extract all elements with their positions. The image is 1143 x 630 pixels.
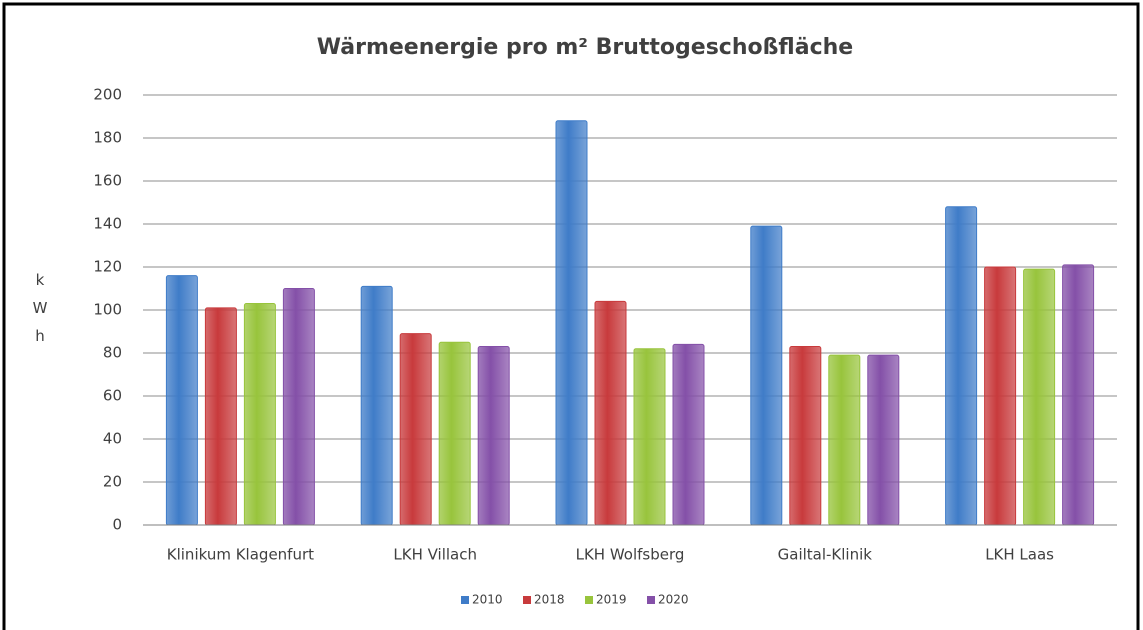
legend-label: 2019: [596, 593, 627, 607]
y-tick-label: 80: [103, 344, 122, 362]
y-tick-label: 40: [103, 430, 122, 448]
y-tick-label: 160: [93, 172, 122, 190]
legend-label: 2020: [658, 593, 689, 607]
y-tick-label: 100: [93, 301, 122, 319]
y-tick-label: 60: [103, 387, 122, 405]
bar: [477, 346, 510, 526]
bar: [672, 343, 705, 526]
bar: [282, 288, 315, 526]
legend-swatch: [585, 596, 593, 604]
bar: [867, 354, 900, 526]
bar: [204, 307, 237, 526]
y-tick-label: 120: [93, 258, 122, 276]
y-tick-label: 200: [93, 86, 122, 104]
legend-swatch: [647, 596, 655, 604]
y-tick-label: 0: [112, 516, 122, 534]
x-tick-label: LKH Villach: [393, 546, 477, 564]
y-tick-label: 180: [93, 129, 122, 147]
legend-label: 2010: [472, 593, 503, 607]
legend-label: 2018: [534, 593, 565, 607]
bar: [243, 303, 276, 526]
x-tick-label: Klinikum Klagenfurt: [167, 546, 314, 564]
bar: [789, 346, 822, 526]
bar: [633, 348, 666, 526]
x-tick-label: LKH Laas: [985, 546, 1054, 564]
bar: [1023, 268, 1056, 526]
legend-swatch: [461, 596, 469, 604]
bar: [1062, 264, 1095, 526]
bar: [945, 206, 978, 526]
bar: [828, 354, 861, 526]
bar: [594, 300, 627, 526]
y-tick-label: 140: [93, 215, 122, 233]
bar: [750, 225, 783, 526]
bar: [438, 341, 471, 526]
bar: [360, 285, 393, 526]
bar: [165, 275, 198, 526]
chart-title: Wärmeenergie pro m² Bruttogeschoßfläche: [317, 35, 853, 60]
bar: [399, 333, 432, 526]
legend-swatch: [523, 596, 531, 604]
x-tick-label: LKH Wolfsberg: [576, 546, 685, 564]
x-tick-label: Gailtal-Klinik: [778, 546, 873, 564]
bar: [984, 266, 1017, 526]
y-tick-label: 20: [103, 473, 122, 491]
bar: [555, 120, 588, 526]
